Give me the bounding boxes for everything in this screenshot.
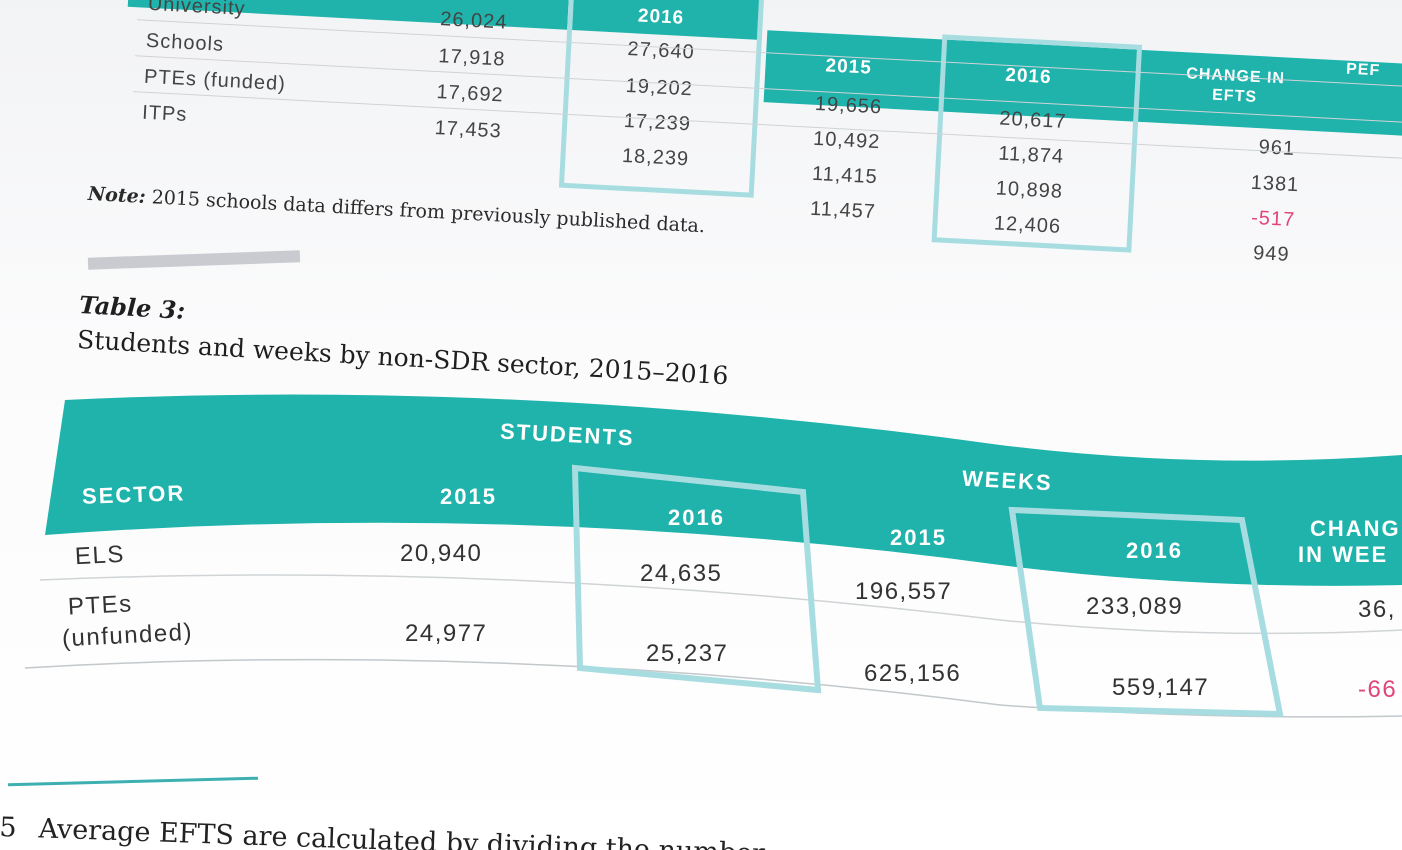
table-3-header-weeks-2015: 2015 [890, 525, 947, 550]
table-3-ptes-unfunded-weeks-2016: 559,147 [1112, 674, 1210, 701]
table-3-ptes-unfunded-students-2016: 25,237 [646, 640, 729, 667]
table-3-students-2016-box [571, 464, 822, 694]
table-3-els-weeks-2016: 233,089 [1086, 593, 1184, 620]
table-3-ptes-unfunded-students-2015: 24,977 [405, 620, 488, 647]
table-3-header-change-line2: IN WEE [1298, 542, 1389, 567]
table-3-els-weeks-2015: 196,557 [855, 578, 953, 605]
table-3-ptes-unfunded-weeks-2015: 625,156 [864, 660, 962, 687]
table-3-header-change-line1: CHANG [1310, 516, 1401, 541]
table-3-ptes-unfunded-change: -66 [1358, 676, 1398, 703]
table-3-els-students-2015: 20,940 [400, 540, 483, 567]
table-3-els-change: 36, [1358, 596, 1396, 623]
table-3-header-students-2015: 2015 [440, 484, 497, 509]
footnote-number: 5 [0, 812, 18, 844]
table-3-header-sector: SECTOR [81, 480, 186, 509]
table-3-row-ptes-unfunded-label-line1: PTEs [67, 590, 134, 621]
table-3-weeks-2016-box [1008, 506, 1284, 718]
table-3-header-band [45, 394, 1402, 586]
table-3-header-weeks-2016: 2016 [1126, 538, 1183, 563]
table-3-row-els-label: ELS [74, 540, 126, 571]
table-3-bottom-rule [24, 658, 1402, 718]
table-3-header-weeks: WEEKS [961, 465, 1054, 496]
table-3-els-students-2016: 24,635 [640, 560, 723, 587]
table-3-header-students-2016: 2016 [668, 505, 725, 530]
table-3-row-divider [39, 574, 1402, 635]
